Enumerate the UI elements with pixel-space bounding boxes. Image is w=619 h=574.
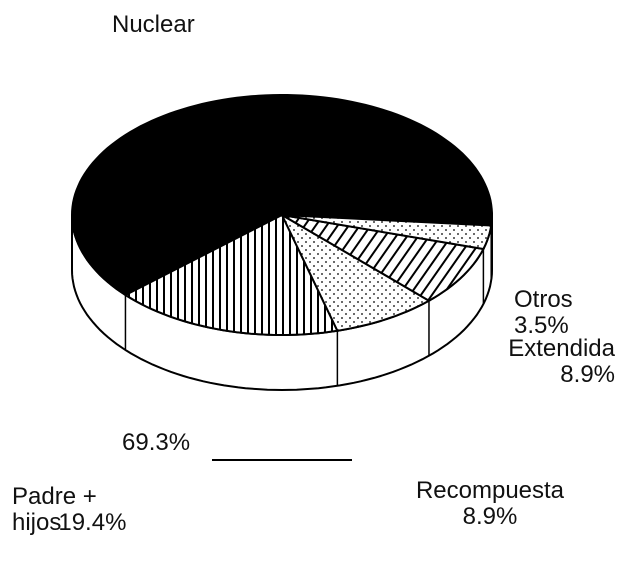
value-label: 69.3% xyxy=(122,429,191,456)
pie-slice xyxy=(70,94,493,297)
slice-name: Recompuesta xyxy=(415,477,565,504)
pie-slice xyxy=(281,214,485,302)
slice-name: Extendida xyxy=(508,335,615,362)
pie-slice xyxy=(123,213,339,336)
value-label: 3.5% xyxy=(514,312,569,339)
pie-slice xyxy=(279,212,432,332)
slice-label: Otros 3.5% xyxy=(514,287,573,339)
slice-name: Otros xyxy=(514,286,573,313)
slice-label: Padre + hijos19.4% xyxy=(12,484,132,536)
value-label: 19.4% xyxy=(58,509,127,536)
slice-label: Nuclear xyxy=(112,11,195,38)
slice-label: Extendida 8.9% xyxy=(490,336,615,388)
slice-name: Padre + hijos xyxy=(12,483,97,536)
value-label: 8.9% xyxy=(462,503,518,530)
slice-label: Recompuesta 8.9% xyxy=(395,478,585,530)
value-label: 8.9% xyxy=(560,361,615,388)
